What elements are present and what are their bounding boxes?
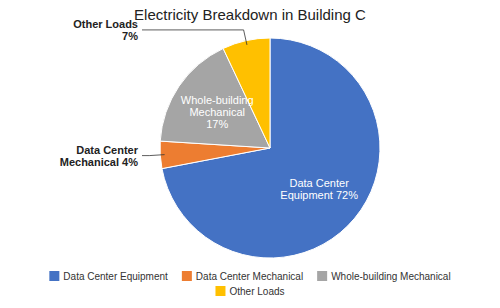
legend: Data Center Equipment Data Center Mechani… [49,271,450,297]
leader-line [142,154,165,156]
legend-label: Other Loads [229,286,284,297]
leader-line [142,30,247,45]
legend-item: Data Center Mechanical [182,271,303,282]
pie-slice [223,38,270,148]
legend-swatch [49,271,59,281]
data-label-line: 7% [122,30,138,42]
chart: Electricity Breakdown in Building CData … [0,0,500,308]
legend-label: Whole-building Mechanical [331,271,451,282]
data-label: Data CenterEquipment 72% [280,177,358,201]
data-label-line: Other Loads [73,18,138,30]
data-label-line: Whole-building [181,94,254,106]
legend-label: Data Center Mechanical [196,271,303,282]
legend-swatch [317,271,327,281]
title: Electricity Breakdown in Building C [134,6,366,23]
data-label: Data CenterMechanical 4% [60,144,139,168]
legend-label: Data Center Equipment [63,271,168,282]
legend-swatch [215,286,225,296]
data-label-line: Equipment 72% [280,189,358,201]
legend-item: Other Loads [215,286,284,297]
data-label-line: Data Center [76,144,138,156]
data-label-line: Mechanical 4% [60,156,138,168]
slices [160,38,380,258]
data-label-line: Mechanical [189,106,245,118]
data-label-line: Data Center [290,177,350,189]
legend-item: Whole-building Mechanical [317,271,451,282]
legend-swatch [182,271,192,281]
data-labels: Data CenterEquipment 72%Data CenterMecha… [60,18,358,201]
data-label: Whole-buildingMechanical17% [181,94,254,130]
legend-item: Data Center Equipment [49,271,168,282]
data-label: Other Loads7% [73,18,138,42]
data-label-line: 17% [206,118,228,130]
